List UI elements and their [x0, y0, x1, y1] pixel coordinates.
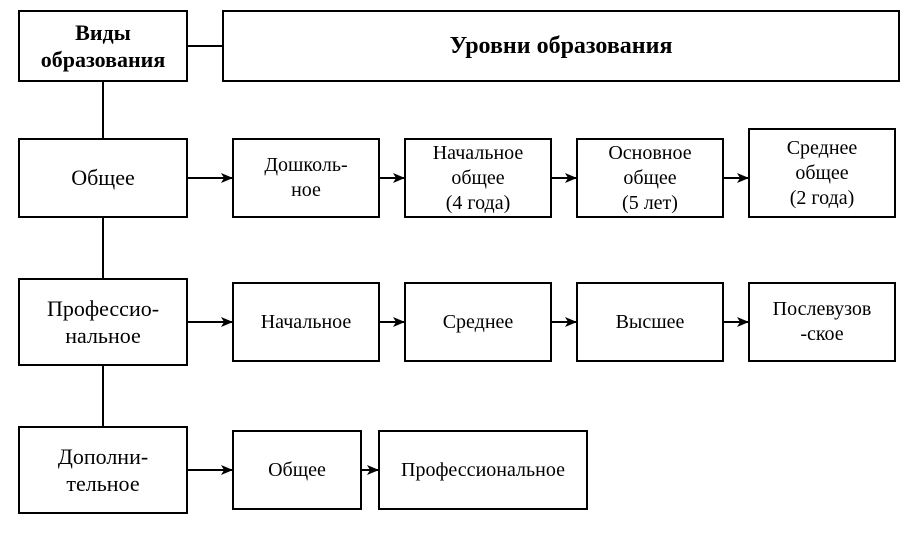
node-g1: Дошколь- ное	[232, 138, 380, 218]
node-p1: Начальное	[232, 282, 380, 362]
node-p2: Среднее	[404, 282, 552, 362]
node-cat_prof: Профессио- нальное	[18, 278, 188, 366]
node-g4: Среднее общее (2 года)	[748, 128, 896, 218]
node-e1: Общее	[232, 430, 362, 510]
node-p4: Послевузов -ское	[748, 282, 896, 362]
node-cat_extra: Дополни- тельное	[18, 426, 188, 514]
node-e2: Профессиональное	[378, 430, 588, 510]
node-cat_general: Общее	[18, 138, 188, 218]
node-header_types: Виды образования	[18, 10, 188, 82]
node-p3: Высшее	[576, 282, 724, 362]
node-header_levels: Уровни образования	[222, 10, 900, 82]
node-g2: Начальное общее (4 года)	[404, 138, 552, 218]
node-g3: Основное общее (5 лет)	[576, 138, 724, 218]
